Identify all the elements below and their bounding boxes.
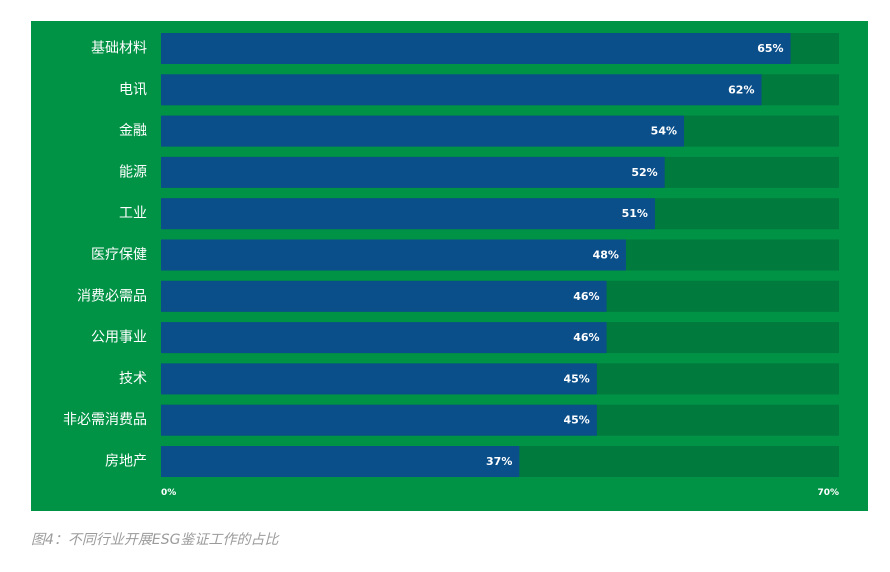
figure-caption: 图4：不同行业开展ESG鉴证工作的占比 xyxy=(31,532,279,548)
data-label: 54% xyxy=(651,125,677,138)
category-label: 技术 xyxy=(119,371,147,387)
category-label: 金融 xyxy=(119,123,147,139)
bar xyxy=(161,156,665,188)
category-label: 基础材料 xyxy=(91,40,147,57)
category-label: 房地产 xyxy=(105,454,147,470)
category-label: 非必需消费品 xyxy=(63,412,147,428)
category-label: 能源 xyxy=(119,164,147,180)
data-label: 37% xyxy=(486,455,512,468)
bar xyxy=(161,280,607,312)
data-label: 45% xyxy=(564,414,590,427)
x-tick-label: 70% xyxy=(817,488,839,498)
category-label: 工业 xyxy=(119,206,147,222)
data-label: 45% xyxy=(564,372,590,385)
data-label: 46% xyxy=(573,331,599,344)
chart-panel: 基础材料 65% 电讯 62% 金融 54% 能源 52% 工业 51% 医疗保健 48% 消费必需品 4… xyxy=(31,21,868,511)
category-label: 消费必需品 xyxy=(77,288,147,304)
bar-chart: 基础材料 65% 电讯 62% 金融 54% 能源 52% 工业 51% 医疗保健 48% 消费必需品 4… xyxy=(63,33,839,498)
bar xyxy=(161,404,597,436)
category-label: 医疗保健 xyxy=(91,247,147,263)
bar xyxy=(161,115,685,147)
category-label: 公用事业 xyxy=(91,330,147,346)
bar xyxy=(161,446,520,477)
data-label: 51% xyxy=(622,207,648,220)
data-label: 52% xyxy=(631,166,657,179)
bar xyxy=(161,74,762,106)
data-label: 48% xyxy=(593,249,619,262)
bar xyxy=(161,363,597,395)
category-label: 电讯 xyxy=(119,82,147,98)
bar xyxy=(161,239,626,271)
data-label: 65% xyxy=(757,42,783,55)
bar xyxy=(161,33,791,64)
data-label: 46% xyxy=(573,290,599,303)
bar xyxy=(161,322,607,354)
bar xyxy=(161,198,655,230)
data-label: 62% xyxy=(728,83,754,96)
x-tick-label: 0% xyxy=(161,488,176,498)
